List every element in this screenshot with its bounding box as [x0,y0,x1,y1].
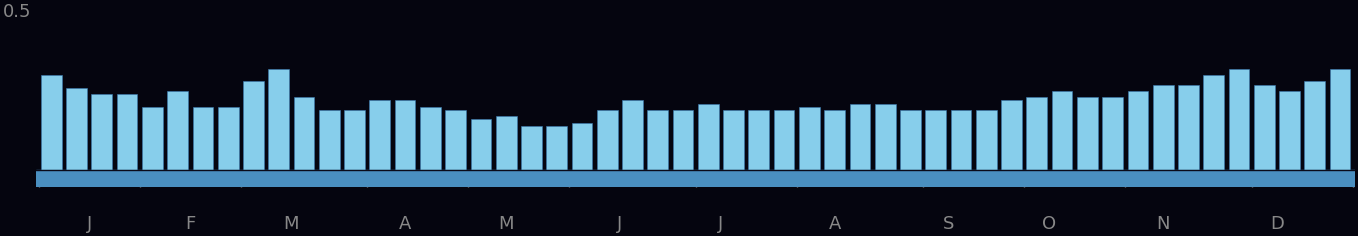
Bar [622,100,642,170]
Bar [951,110,971,170]
Bar [672,110,694,170]
Bar [67,88,87,170]
Bar [143,107,163,170]
Bar [1001,100,1023,170]
Bar [1253,84,1275,170]
Bar [1103,97,1123,170]
Bar [193,107,213,170]
Bar [293,97,314,170]
Bar [698,104,718,170]
Bar [900,110,921,170]
Bar [648,110,668,170]
Bar [1229,69,1249,170]
Bar [1179,84,1199,170]
Bar [1051,91,1073,170]
Bar [572,122,592,170]
Bar [1279,91,1300,170]
Bar [1077,97,1097,170]
Bar [319,110,340,170]
Bar [521,126,542,170]
Bar [1305,81,1325,170]
Bar [167,91,187,170]
Bar [420,107,441,170]
Bar [470,119,492,170]
Bar [925,110,947,170]
Bar [91,94,113,170]
Bar [976,110,997,170]
Bar [344,110,365,170]
Bar [1153,84,1173,170]
Bar [546,126,568,170]
Bar [748,110,769,170]
Bar [824,110,845,170]
Bar [41,75,61,170]
Bar [1127,91,1149,170]
Bar [445,110,466,170]
Bar [724,110,744,170]
Bar [369,100,390,170]
Bar [774,110,794,170]
Bar [217,107,239,170]
Bar [875,104,895,170]
Bar [37,170,1355,187]
Bar [269,69,289,170]
Bar [799,107,820,170]
Bar [1203,75,1224,170]
Bar [598,110,618,170]
Bar [1027,97,1047,170]
Bar [395,100,416,170]
Bar [117,94,137,170]
Bar [496,116,516,170]
Bar [850,104,870,170]
Bar [1329,69,1350,170]
Bar [243,81,263,170]
